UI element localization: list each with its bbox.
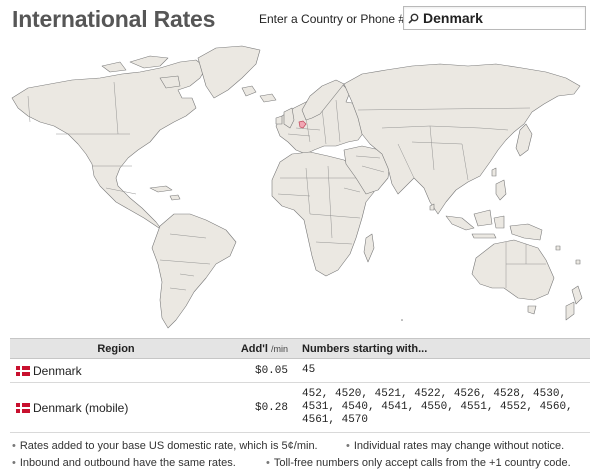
search-input[interactable] (423, 10, 573, 26)
map-asia[interactable] (343, 63, 581, 215)
rates-table: Region Add'l /min Numbers starting with.… (10, 338, 590, 433)
map-australia[interactable] (471, 239, 555, 301)
region-name: Denmark (mobile) (33, 400, 129, 415)
map-madagascar[interactable] (363, 233, 375, 263)
bullet-icon: • (346, 440, 350, 452)
note-item: • Toll-free numbers only accept calls fro… (266, 457, 571, 469)
map-uk[interactable] (283, 107, 295, 129)
rate-cell: $0.28 (222, 382, 294, 433)
map-new-guinea[interactable] (509, 223, 543, 241)
numbers-cell: 45 (294, 358, 590, 383)
map-scandinavia[interactable] (301, 79, 345, 121)
column-header-region: Region (10, 338, 222, 359)
table-header-row: Region Add'l /min Numbers starting with.… (10, 338, 590, 359)
addl-unit: /min (270, 343, 288, 354)
numbers-cell: 452, 4520, 4521, 4522, 4526, 4528, 4530,… (294, 382, 590, 433)
table-row: Denmark $0.05 45 (10, 358, 590, 383)
bullet-icon: • (12, 440, 16, 452)
column-header-numbers: Numbers starting with... (294, 338, 590, 359)
note-item: • Inbound and outbound have the same rate… (12, 457, 236, 469)
denmark-flag-icon (16, 365, 30, 376)
world-map[interactable] (10, 38, 590, 330)
map-north-america[interactable] (11, 59, 207, 231)
bullet-icon: • (266, 457, 270, 469)
map-indonesia[interactable] (445, 215, 475, 231)
map-south-america[interactable] (151, 213, 237, 329)
region-cell: Denmark (10, 358, 222, 383)
addl-label: Add'l (240, 342, 268, 355)
region-name: Denmark (33, 363, 82, 378)
map-new-zealand[interactable] (571, 285, 583, 305)
notes-left: • Rates added to your base US domestic ra… (12, 438, 318, 472)
search-box[interactable] (403, 6, 586, 30)
search-icon (408, 13, 419, 24)
map-denmark[interactable] (298, 120, 307, 129)
note-item: • Individual rates may change without not… (346, 440, 565, 452)
map-japan[interactable] (515, 123, 533, 157)
region-cell: Denmark (mobile) (10, 382, 222, 433)
search-label: Enter a Country or Phone # (259, 12, 406, 26)
bullet-icon: • (12, 457, 16, 469)
page-title: International Rates (12, 6, 216, 32)
note-item: • Rates added to your base US domestic ra… (12, 440, 318, 452)
denmark-flag-icon (16, 402, 30, 413)
notes-right: • Individual rates may change without not… (266, 438, 571, 472)
map-africa[interactable] (271, 151, 375, 277)
table-row: Denmark (mobile) $0.28 452, 4520, 4521, … (10, 382, 590, 433)
column-header-addl: Add'l /min (222, 338, 294, 359)
rate-cell: $0.05 (222, 358, 294, 383)
map-greenland[interactable] (197, 45, 261, 99)
